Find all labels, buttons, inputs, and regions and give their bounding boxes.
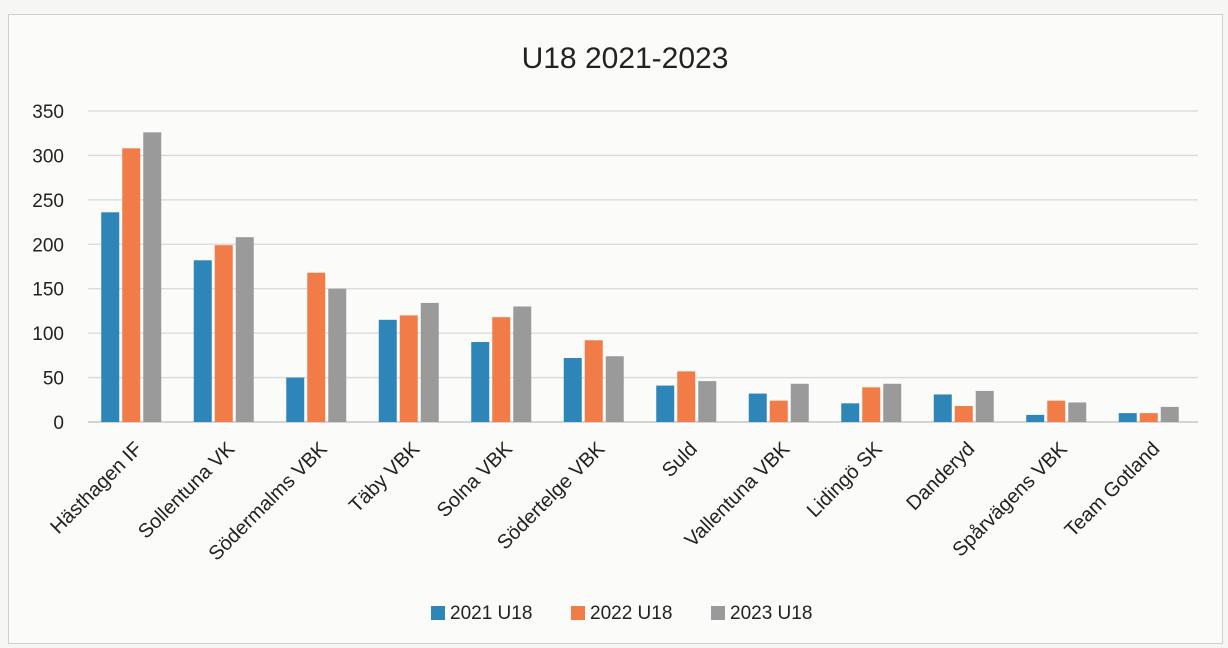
y-tick-label: 100	[32, 324, 64, 345]
x-tick-label: Sollentuna VK	[134, 438, 240, 544]
y-tick-label: 300	[32, 146, 64, 167]
x-tick-label: Solna VBK	[433, 438, 517, 522]
bar	[286, 377, 305, 422]
bar	[214, 245, 233, 422]
gridlines	[88, 110, 1198, 423]
x-tick-label: Hästhagen IF	[46, 438, 146, 538]
bar	[584, 340, 603, 422]
bar	[1118, 413, 1137, 422]
legend: 2021 U18 2022 U18 2023 U18	[431, 603, 812, 624]
bar	[1068, 402, 1087, 422]
y-tick-label: 50	[43, 369, 64, 390]
bar	[933, 394, 952, 422]
bar	[1160, 406, 1179, 422]
bar	[1026, 414, 1045, 422]
bar	[399, 315, 418, 422]
chart-title: U18 2021-2023	[522, 42, 729, 75]
bar	[841, 403, 860, 422]
y-tick-label: 200	[32, 235, 64, 256]
bar	[492, 317, 511, 422]
bar	[883, 383, 902, 422]
x-tick-label: Täby VBK	[345, 438, 425, 518]
bar	[471, 342, 490, 422]
bars	[101, 132, 1179, 422]
bar	[790, 383, 809, 422]
y-tick-label: 0	[53, 413, 64, 434]
legend-entry: 2022 U18	[590, 603, 672, 624]
bar	[563, 358, 582, 422]
bar	[769, 400, 788, 422]
legend-swatch	[431, 606, 445, 620]
bar	[1139, 413, 1158, 422]
bar	[328, 288, 347, 422]
legend-entry: 2023 U18	[730, 603, 812, 624]
x-tick-label: Team Gotland	[1061, 438, 1165, 542]
bar	[862, 387, 881, 422]
y-axis-ticks: 0 50 100 150 200 250 300 350	[32, 102, 64, 434]
bar	[193, 260, 212, 422]
bar	[605, 356, 624, 422]
x-tick-label: Lidingö SK	[803, 438, 887, 522]
x-tick-label: Danderyd	[902, 438, 979, 515]
bar	[122, 148, 141, 422]
bar	[954, 406, 973, 422]
bar	[513, 306, 532, 422]
bar	[698, 381, 717, 422]
legend-swatch	[711, 606, 725, 620]
bar	[1047, 400, 1066, 422]
bar	[748, 393, 767, 422]
bar	[975, 390, 994, 422]
legend-swatch	[571, 606, 585, 620]
bar	[677, 371, 696, 422]
y-tick-label: 250	[32, 191, 64, 212]
legend-entry: 2021 U18	[450, 603, 532, 624]
x-tick-label: Suld	[658, 438, 702, 482]
bar	[378, 319, 397, 422]
bar	[420, 302, 439, 422]
bar	[656, 385, 675, 422]
bar	[143, 132, 162, 422]
bar	[101, 212, 120, 422]
y-tick-label: 150	[32, 280, 64, 301]
bar	[235, 237, 254, 422]
y-tick-label: 350	[32, 102, 64, 123]
bar	[307, 272, 326, 422]
